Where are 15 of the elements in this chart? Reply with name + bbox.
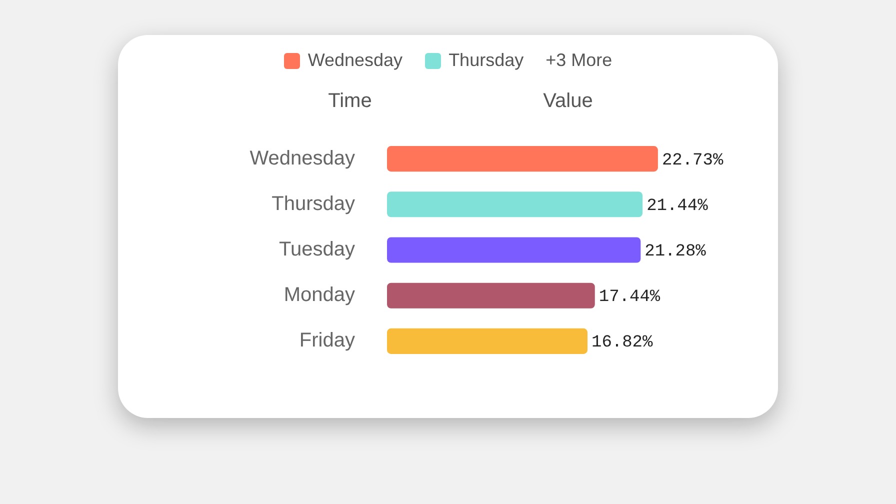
category-label: Wednesday xyxy=(308,50,403,70)
data-label: 22.73% xyxy=(662,151,724,170)
data-label: 16.82% xyxy=(591,334,654,353)
data-label: 17.44% xyxy=(598,288,661,308)
y-tick-label: Thursday xyxy=(272,192,355,215)
text: +3 More xyxy=(546,50,612,71)
category-label: Thursday xyxy=(448,50,524,70)
data-label: 21.44% xyxy=(646,196,709,216)
data-label: 21.28% xyxy=(644,242,707,262)
y-tick-label: Friday xyxy=(299,330,355,352)
y-tick-label: Tuesday xyxy=(279,238,355,261)
y-tick-label: Wednesday xyxy=(250,147,355,170)
y-tick-label: Monday xyxy=(284,284,355,306)
x-axis-title: Value xyxy=(542,90,594,113)
y-axis-title: Time xyxy=(327,90,373,113)
